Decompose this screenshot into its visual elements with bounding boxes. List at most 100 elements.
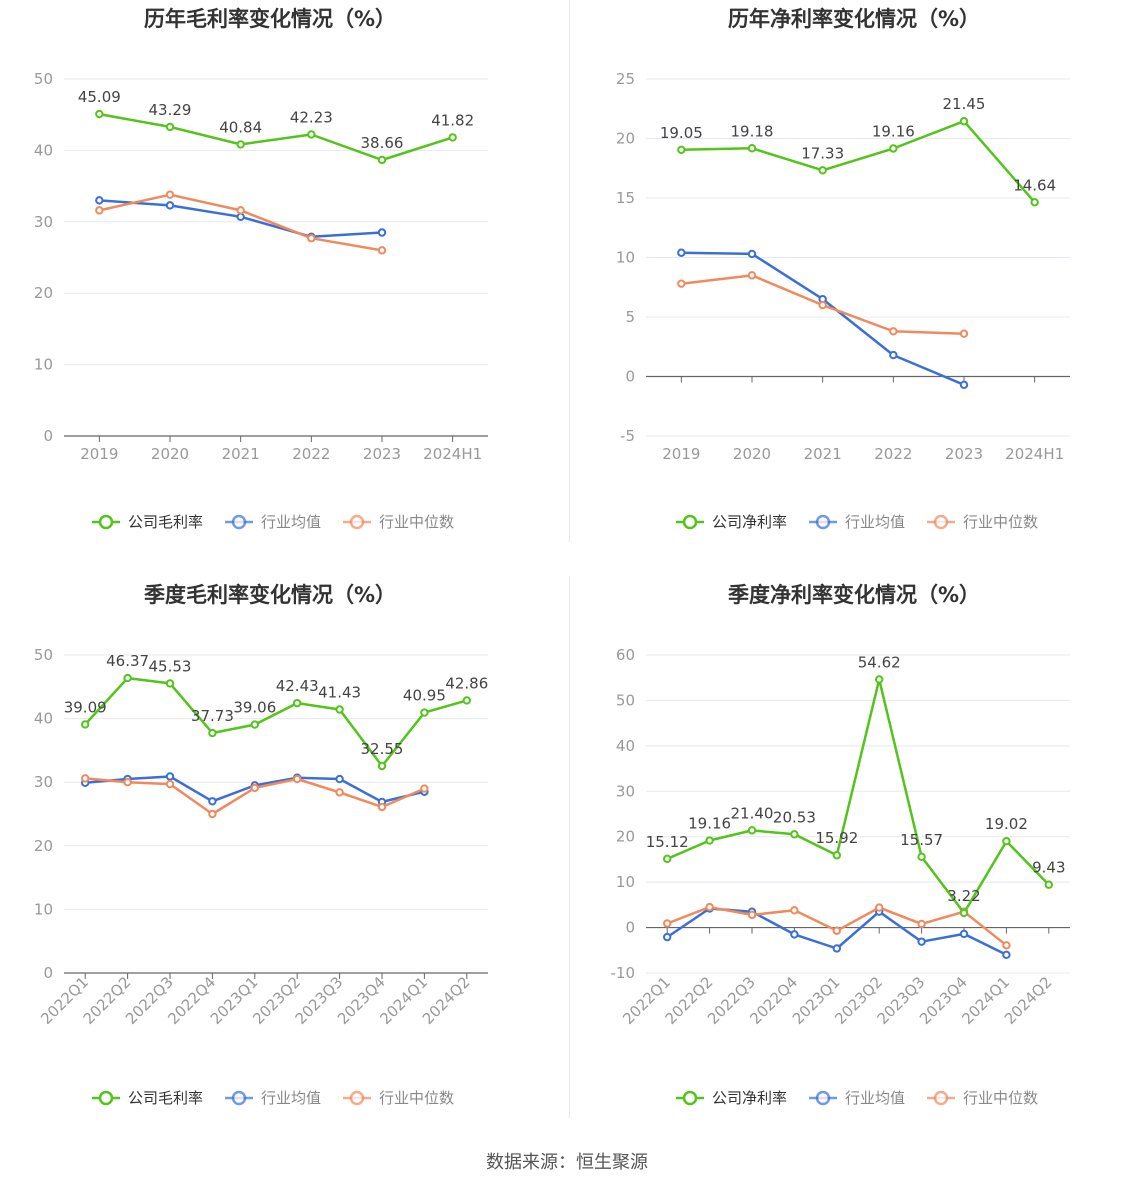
data-point-company — [377, 761, 387, 771]
data-label: 42.86 — [445, 674, 488, 692]
series-line-company — [666, 678, 1050, 915]
y-tick-label: 60 — [616, 646, 635, 664]
data-label: 39.06 — [233, 699, 276, 717]
legend-label: 行业中位数 — [963, 513, 1038, 531]
chart-svg: 历年净利率变化情况（%） -5 0 5 10 15 20 25 2019 2020 2021 2022… — [616, 7, 1070, 531]
data-point-company — [959, 908, 969, 918]
data-point-industry_median — [377, 246, 387, 255]
y-tick-label: 30 — [34, 213, 53, 231]
data-point-industry_median — [959, 329, 969, 338]
data-label: 37.73 — [191, 707, 234, 725]
divider-bottom — [569, 576, 570, 1118]
chart-svg: 季度净利率变化情况（%）-1001020304050602022Q12022Q2… — [611, 583, 1070, 1107]
data-label: 9.43 — [1032, 859, 1065, 877]
data-point-company — [1002, 836, 1011, 846]
y-tick-label: -5 — [620, 427, 635, 445]
data-point-industry_avg — [959, 380, 969, 390]
x-tick-label: 2024Q2 — [419, 973, 474, 1028]
y-tick-label: 0 — [43, 964, 53, 982]
data-point-industry_avg — [959, 929, 969, 939]
x-tick-label: 2022 — [874, 445, 912, 463]
legend-label: 行业中位数 — [379, 513, 454, 531]
y-tick-label: 15 — [616, 189, 635, 207]
chart-title: 季度净利率变化情况（%） — [728, 583, 980, 607]
data-label: 46.37 — [106, 652, 149, 670]
data-point-industry_median — [307, 234, 316, 243]
data-point-industry_median — [236, 206, 245, 215]
chart-svg: 季度毛利率变化情况（%）010203040502022Q12022Q22022Q… — [34, 583, 488, 1107]
y-tick-label: 10 — [34, 900, 53, 918]
data-label: 19.18 — [731, 122, 774, 140]
data-label: 17.33 — [801, 144, 844, 162]
divider-top — [569, 0, 570, 542]
data-label: 41.43 — [318, 684, 361, 702]
data-point-company — [1044, 880, 1053, 889]
legend-label: 行业均值 — [845, 1089, 905, 1107]
x-tick-label: 2019 — [80, 445, 118, 463]
data-point-industry_median — [335, 788, 344, 797]
legend-label: 行业均值 — [845, 513, 905, 531]
data-point-company — [875, 675, 884, 684]
data-point-company — [917, 852, 926, 862]
legend-label: 公司净利率 — [712, 1089, 787, 1107]
legend-label: 行业均值 — [261, 513, 321, 531]
data-point-company — [663, 854, 672, 864]
data-point-industry_median — [677, 279, 686, 288]
data-point-industry_median — [790, 906, 799, 915]
data-point-industry_median — [250, 783, 260, 793]
data-point-company — [123, 673, 132, 683]
data-point-industry_avg — [677, 248, 686, 257]
data-point-company — [818, 166, 827, 175]
data-point-company — [1030, 198, 1039, 207]
data-point-industry_avg — [917, 937, 926, 946]
data-point-industry_median — [377, 802, 387, 812]
data-point-industry_avg — [790, 930, 799, 939]
data-point-company — [448, 133, 457, 142]
data-label: 38.66 — [361, 134, 404, 152]
legend-label: 公司毛利率 — [128, 1089, 203, 1107]
data-point-industry_avg — [377, 228, 387, 237]
data-point-company — [959, 117, 969, 126]
data-label: 40.84 — [219, 118, 262, 136]
legend-swatch-marker — [682, 1090, 698, 1106]
y-tick-label: 10 — [616, 249, 635, 267]
chart-quarterly-net-margin: 季度净利率变化情况（%） -10 0 10 20 30 40 50 60 2022Q1 2022Q2… — [584, 576, 1134, 1146]
y-tick-label: 25 — [616, 70, 635, 88]
series-line-industry_avg — [681, 251, 965, 386]
y-tick-label: 50 — [34, 70, 53, 88]
y-tick-label: 30 — [34, 773, 53, 791]
x-tick-label: 2024H1 — [423, 445, 482, 463]
y-tick-label: 5 — [625, 308, 635, 326]
x-tick-label: 2023 — [945, 445, 983, 463]
data-point-company — [208, 728, 217, 738]
data-label: 45.53 — [149, 657, 192, 675]
data-point-industry_median — [663, 919, 672, 928]
legend-swatch-marker — [933, 1090, 949, 1106]
data-point-industry_median — [818, 300, 827, 310]
data-point-company — [307, 130, 316, 139]
data-point-industry_median — [420, 784, 429, 793]
x-tick-label: 2024Q2 — [1001, 973, 1056, 1028]
data-point-industry_median — [705, 902, 714, 912]
data-point-industry_avg — [95, 196, 104, 205]
data-point-company — [335, 705, 344, 714]
data-point-industry_median — [165, 190, 175, 199]
data-point-industry_median — [1002, 941, 1011, 950]
data-point-company — [790, 830, 799, 839]
y-tick-label: 40 — [34, 141, 53, 159]
series-line-company — [84, 676, 468, 768]
x-tick-label: 2021 — [222, 445, 260, 463]
data-point-company — [377, 155, 387, 165]
data-point-industry_median — [889, 327, 898, 336]
data-point-industry_avg — [747, 249, 757, 259]
chart-title: 历年毛利率变化情况（%） — [144, 7, 396, 31]
legend-swatch-marker — [815, 514, 831, 530]
data-point-company — [889, 144, 898, 153]
data-label: 19.16 — [872, 122, 915, 140]
y-tick-label: 10 — [34, 356, 53, 374]
data-point-industry_median — [917, 919, 926, 929]
series-line-industry_median — [666, 905, 1008, 947]
chart-title: 历年净利率变化情况（%） — [728, 7, 980, 31]
legend-swatch-marker — [349, 1090, 365, 1106]
data-point-industry_avg — [889, 350, 898, 360]
